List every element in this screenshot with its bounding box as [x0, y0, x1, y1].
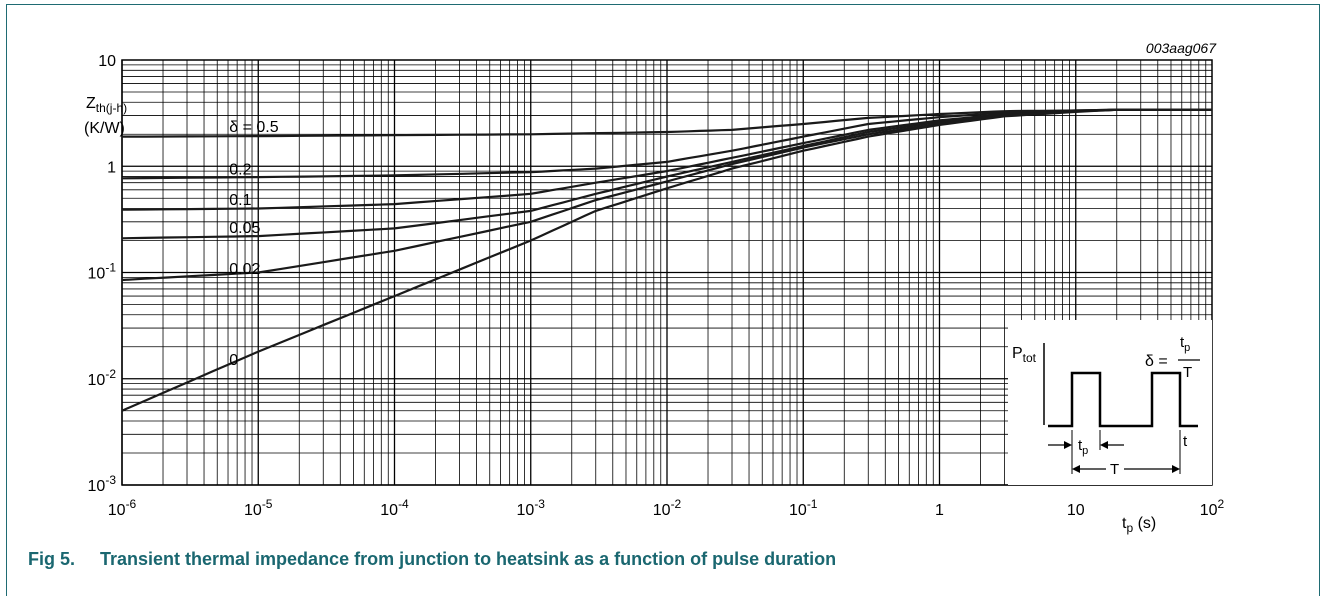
tick-labels: 10-6 10-5 10-4 10-3 10-2 10-1 1 10 10210-310-210…	[88, 53, 1225, 519]
series-label-0: δ = 0.5	[229, 119, 278, 136]
transient-thermal-impedance-chart: δ = 0.5 0.2 0.1 0.05 0.02 0 10-6 10-5 10-4 10-3 1…	[84, 40, 1225, 535]
x-tick-label: 10-3	[517, 497, 546, 519]
figure-number: Fig 5.	[28, 549, 76, 569]
inset-time-label: t	[1183, 433, 1188, 450]
x-tick-label: 10	[1067, 502, 1085, 519]
series-line-5	[121, 108, 1212, 412]
chart-code: 003aag067	[1146, 40, 1217, 56]
figure-caption: Fig 5. Transient thermal impedance from j…	[28, 549, 836, 570]
duty-formula-den: T	[1183, 364, 1192, 381]
pulse-inset: Ptot δ = tp T tp T t	[1008, 320, 1212, 485]
series-label-1: 0.2	[229, 161, 251, 178]
inset-tp-label: tp	[1078, 437, 1088, 457]
x-tick-label: 10-6	[108, 497, 137, 519]
x-axis-label: tp (s)	[1122, 515, 1156, 535]
y-tick-label: 10-1	[88, 261, 117, 283]
series-layer: δ = 0.5 0.2 0.1 0.05 0.02 0	[121, 108, 1212, 412]
y-tick-label: 10	[98, 53, 116, 70]
pulse-waveform	[1048, 371, 1198, 428]
y-tick-label: 1	[107, 159, 116, 176]
x-tick-label: 10-5	[244, 497, 273, 519]
figure-frame	[6, 4, 1320, 596]
x-tick-label: 1	[935, 502, 944, 519]
duty-formula-num: tp	[1180, 334, 1190, 354]
series-label-2: 0.1	[229, 192, 251, 209]
x-tick-label: 10-1	[789, 497, 818, 519]
series-label-4: 0.02	[229, 261, 260, 278]
figure-title: Transient thermal impedance from junctio…	[100, 549, 837, 569]
grid	[121, 60, 1212, 486]
x-tick-label: 102	[1200, 497, 1225, 519]
inset-box	[1008, 320, 1212, 485]
duty-formula-lhs: δ =	[1145, 353, 1168, 370]
y-tick-label: 10-3	[88, 473, 117, 495]
x-tick-label: 10-2	[653, 497, 682, 519]
y-axis-unit: (K/W)	[84, 120, 125, 137]
inset-period-label: T	[1110, 461, 1119, 478]
plot-area	[121, 59, 1213, 486]
y-axis-label: Zth(j-h)	[86, 95, 127, 115]
x-tick-label: 10-4	[380, 497, 409, 519]
series-label-3: 0.05	[229, 220, 260, 237]
series-label-5: 0	[229, 352, 238, 369]
y-tick-label: 10-2	[88, 367, 117, 389]
inset-y-label: Ptot	[1012, 345, 1037, 365]
